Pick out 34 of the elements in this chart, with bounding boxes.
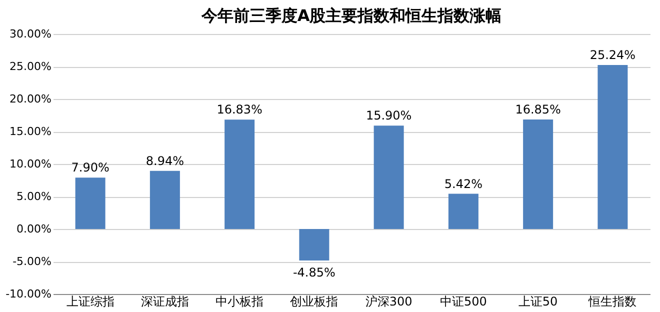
data-label: 16.83% [216, 102, 262, 117]
x-tick-label: 上证综指 [66, 294, 114, 308]
y-tick-label: 25.00% [10, 60, 52, 73]
bar [374, 126, 404, 229]
y-tick-label: 0.00% [16, 222, 52, 236]
data-label: 8.94% [146, 154, 184, 168]
data-label: 16.85% [515, 102, 561, 116]
y-tick-label: 30.00% [10, 28, 52, 40]
y-tick-label: -5.00% [12, 255, 52, 268]
bar [598, 64, 628, 229]
y-tick-label: -10.00% [6, 288, 52, 300]
bar [75, 178, 106, 229]
y-tick-label: 20.00% [10, 92, 52, 106]
data-label: 5.42% [444, 176, 482, 191]
x-tick-label: 沪深300 [365, 294, 412, 308]
x-tick-label: 深证成指 [140, 294, 189, 308]
bar [150, 170, 180, 229]
data-label: 25.24% [590, 48, 636, 62]
bar [299, 229, 330, 261]
x-tick-label: 恒生指数 [588, 294, 637, 308]
y-tick-label: 15.00% [10, 125, 52, 138]
data-label: 7.90% [71, 160, 110, 175]
data-label: 15.90% [366, 108, 412, 123]
y-tick-label: 5.00% [16, 190, 52, 203]
data-label: -4.85% [292, 266, 336, 280]
bar [448, 194, 478, 229]
x-tick-label: 创业板指 [290, 294, 338, 308]
x-tick-label: 中小板指 [216, 294, 264, 308]
x-tick-label: 上证50 [518, 294, 558, 308]
bar [523, 119, 554, 229]
x-tick-label: 中证500 [440, 294, 487, 308]
bar [224, 120, 255, 229]
y-tick-label: 10.00% [10, 158, 52, 170]
chart-title: 今年前三季度A股主要指数和恒生指数涨幅 [200, 6, 502, 25]
